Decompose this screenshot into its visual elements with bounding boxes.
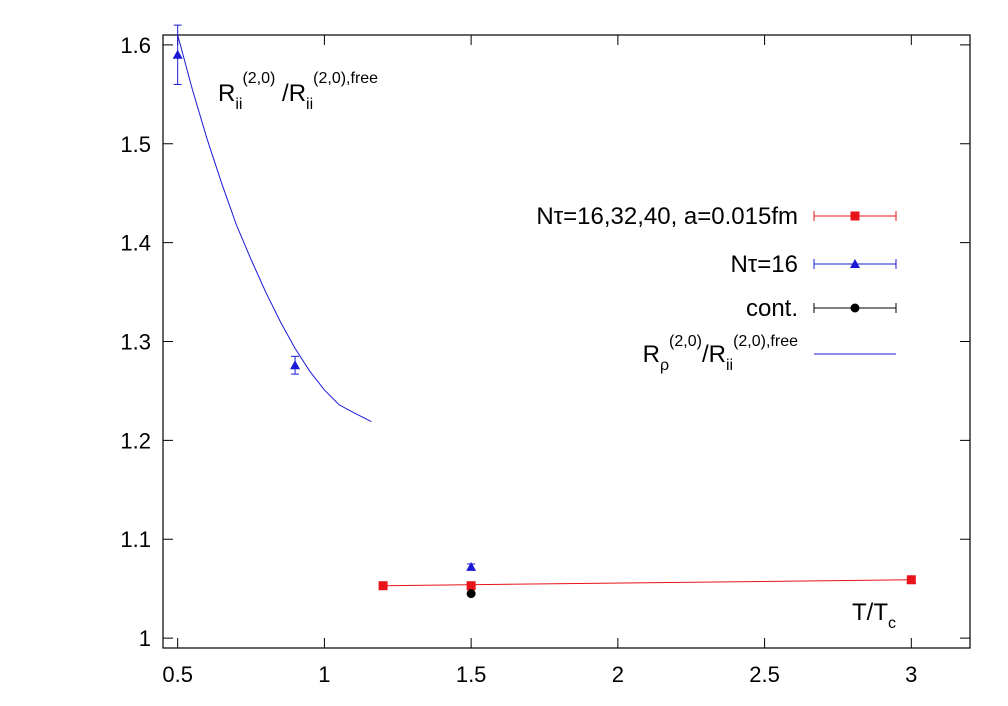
red-fit-line [383, 579, 912, 587]
x-tick-label: 1 [318, 662, 330, 687]
data-point-triangle [466, 561, 477, 571]
legend-marker-square [850, 211, 860, 221]
data-point-square [378, 581, 388, 591]
x-tick-label: 2 [612, 662, 624, 687]
data-point-square [466, 581, 476, 591]
legend-label-black: cont. [746, 295, 798, 322]
x-axis-label: T/Tc [852, 599, 896, 632]
data-point-square [906, 575, 916, 585]
legend-label-red: Nτ=16,32,40, a=0.015fm [536, 203, 798, 230]
legend-label-curve: Rρ(2,0)/Rii(2,0),free [643, 333, 799, 374]
legend-marker-circle [850, 303, 860, 313]
legend: Nτ=16,32,40, a=0.015fm Nτ=16 cont. Rρ(2,… [536, 203, 897, 374]
y-tick-label: 1.6 [120, 33, 151, 58]
x-tick-label: 0.5 [162, 662, 193, 687]
x-tick-label: 2.5 [749, 662, 780, 687]
plot-border [162, 34, 971, 649]
data-point-triangle [290, 360, 301, 370]
y-tick-label: 1.5 [120, 132, 151, 157]
x-tick-label: 1.5 [456, 662, 487, 687]
plot-frame [162, 34, 971, 649]
annotation-ratio-label: Rii(2,0) /Rii(2,0),free [218, 70, 378, 113]
legend-label-blue: Nτ=16 [730, 251, 798, 278]
legend-marks [813, 211, 897, 355]
x-tick-label: 3 [905, 662, 917, 687]
y-tick-label: 1 [139, 626, 151, 651]
y-tick-label: 1.3 [120, 330, 151, 355]
data-point-triangle [172, 49, 183, 59]
y-tick-label: 1.1 [120, 527, 151, 552]
y-tick-label: 1.2 [120, 428, 151, 453]
legend-marker-triangle [850, 259, 860, 268]
curve-line [177, 35, 372, 423]
data-point-circle [466, 589, 476, 599]
series-layer [172, 24, 917, 599]
axis-ticks: 0.5 1 1.5 2 2.5 3 1 1.1 1.2 1.3 1.4 1.5 1.6 [120, 33, 970, 687]
y-tick-label: 1.4 [120, 231, 151, 256]
